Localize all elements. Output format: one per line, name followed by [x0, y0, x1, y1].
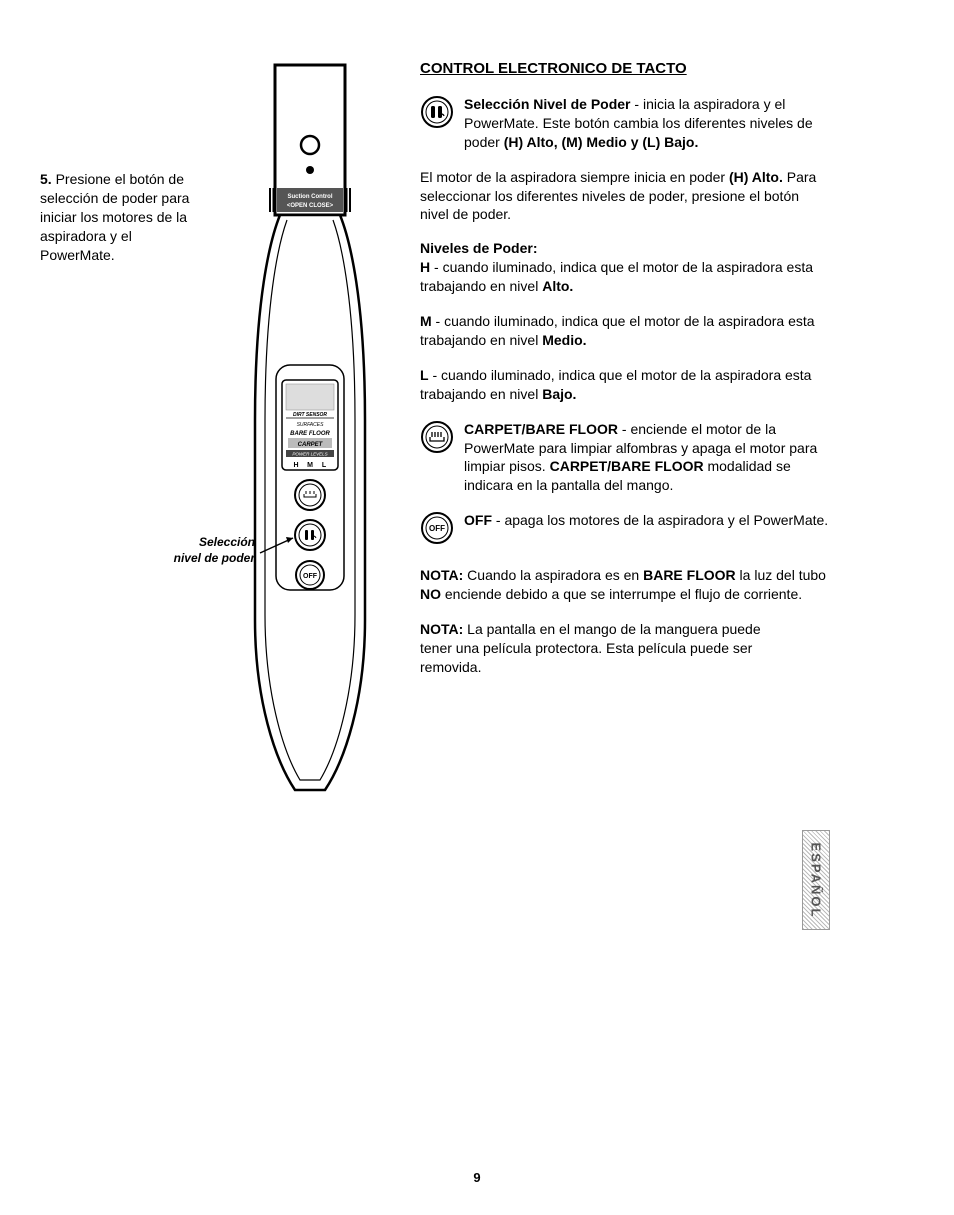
nota2-rest: La pantalla en el mango de la manguera p…: [420, 621, 761, 675]
panel-power-levels: POWER LEVELS: [292, 452, 327, 457]
m-rest: - cuando iluminado, indica que el motor …: [420, 313, 815, 348]
panel-h: H: [293, 462, 298, 469]
espanol-tab-label: ESPAÑOL: [809, 842, 824, 918]
carpet-bold2: CARPET/BARE FLOOR: [550, 458, 704, 474]
right-column: CONTROL ELECTRONICO DE TACTO Selección N…: [420, 60, 830, 693]
h-rest: - cuando iluminado, indica que el motor …: [420, 259, 813, 294]
motor-start-para: El motor de la aspiradora siempre inicia…: [420, 168, 830, 225]
panel-off-button: OFF: [303, 573, 318, 580]
panel-bare-floor: BARE FLOOR: [290, 431, 330, 437]
levels-heading: Niveles de Poder:: [420, 240, 830, 256]
svg-text:OFF: OFF: [429, 524, 445, 533]
panel-dirt-sensor: DIRT SENSOR: [293, 412, 327, 418]
off-button-icon: OFF: [420, 511, 454, 550]
l-bold2: Bajo.: [542, 386, 576, 402]
handle-diagram: Suction Control <OPEN CLOSE> DIRT SENSOR…: [220, 60, 400, 800]
l-bold: L: [420, 367, 429, 383]
m-bold: M: [420, 313, 432, 329]
nota-1: NOTA: Cuando la aspiradora es en BARE FL…: [420, 566, 830, 604]
panel-carpet: CARPET: [298, 442, 324, 448]
step-number: 5.: [40, 171, 52, 187]
page-content: 5. Presione el botón de selección de pod…: [0, 0, 954, 733]
nota1-bold3: NO: [420, 586, 441, 602]
h-bold: H: [420, 259, 430, 275]
carpet-button-icon: [420, 420, 454, 496]
section-title: CONTROL ELECTRONICO DE TACTO: [420, 60, 830, 77]
nota2-bold: NOTA:: [420, 621, 463, 637]
m-bold2: Medio.: [542, 332, 586, 348]
power-select-para: Selección Nivel de Poder - inicia la asp…: [420, 95, 830, 152]
carpet-bold: CARPET/BARE FLOOR: [464, 421, 618, 437]
panel-surfaces: SURFACES: [297, 422, 325, 428]
nota1-bold2: BARE FLOOR: [643, 567, 736, 583]
step-5-text: 5. Presione el botón de selección de pod…: [40, 170, 210, 264]
p2-bold: (H) Alto.: [729, 169, 783, 185]
level-m-para: M - cuando iluminado, indica que el moto…: [420, 312, 830, 350]
nota1-bold: NOTA:: [420, 567, 463, 583]
left-column: 5. Presione el botón de selección de pod…: [40, 60, 390, 693]
level-l-para: L - cuando iluminado, indica que el moto…: [420, 366, 830, 404]
l-rest: - cuando iluminado, indica que el motor …: [420, 367, 811, 402]
nota-2: NOTA: La pantalla en el mango de la mang…: [420, 620, 830, 677]
p1-bold2: (H) Alto, (M) Medio y (L) Bajo.: [504, 134, 699, 150]
nota1-b: la luz del tubo: [736, 567, 826, 583]
nota1-a: Cuando la aspiradora es en: [463, 567, 643, 583]
espanol-tab: ESPAÑOL: [802, 830, 830, 930]
step-body: Presione el botón de selección de poder …: [40, 171, 189, 263]
p2-a: El motor de la aspiradora siempre inicia…: [420, 169, 729, 185]
h-bold2: Alto.: [542, 278, 573, 294]
level-h-para: H - cuando iluminado, indica que el moto…: [420, 258, 830, 296]
suction-label-2: <OPEN CLOSE>: [287, 203, 334, 209]
off-para: OFF OFF - apaga los motores de la aspira…: [420, 511, 830, 550]
off-rest: - apaga los motores de la aspiradora y e…: [492, 512, 828, 528]
off-bold: OFF: [464, 512, 492, 528]
panel-m: M: [307, 462, 313, 469]
nota1-c: enciende debido a que se interrumpe el f…: [441, 586, 802, 602]
page-number: 9: [0, 1170, 954, 1185]
carpet-bare-para: CARPET/BARE FLOOR - enciende el motor de…: [420, 420, 830, 496]
panel-l: L: [322, 462, 327, 469]
power-button-icon: [420, 95, 454, 152]
p1-bold: Selección Nivel de Poder: [464, 96, 631, 112]
suction-label-1: Suction Control: [288, 194, 333, 200]
